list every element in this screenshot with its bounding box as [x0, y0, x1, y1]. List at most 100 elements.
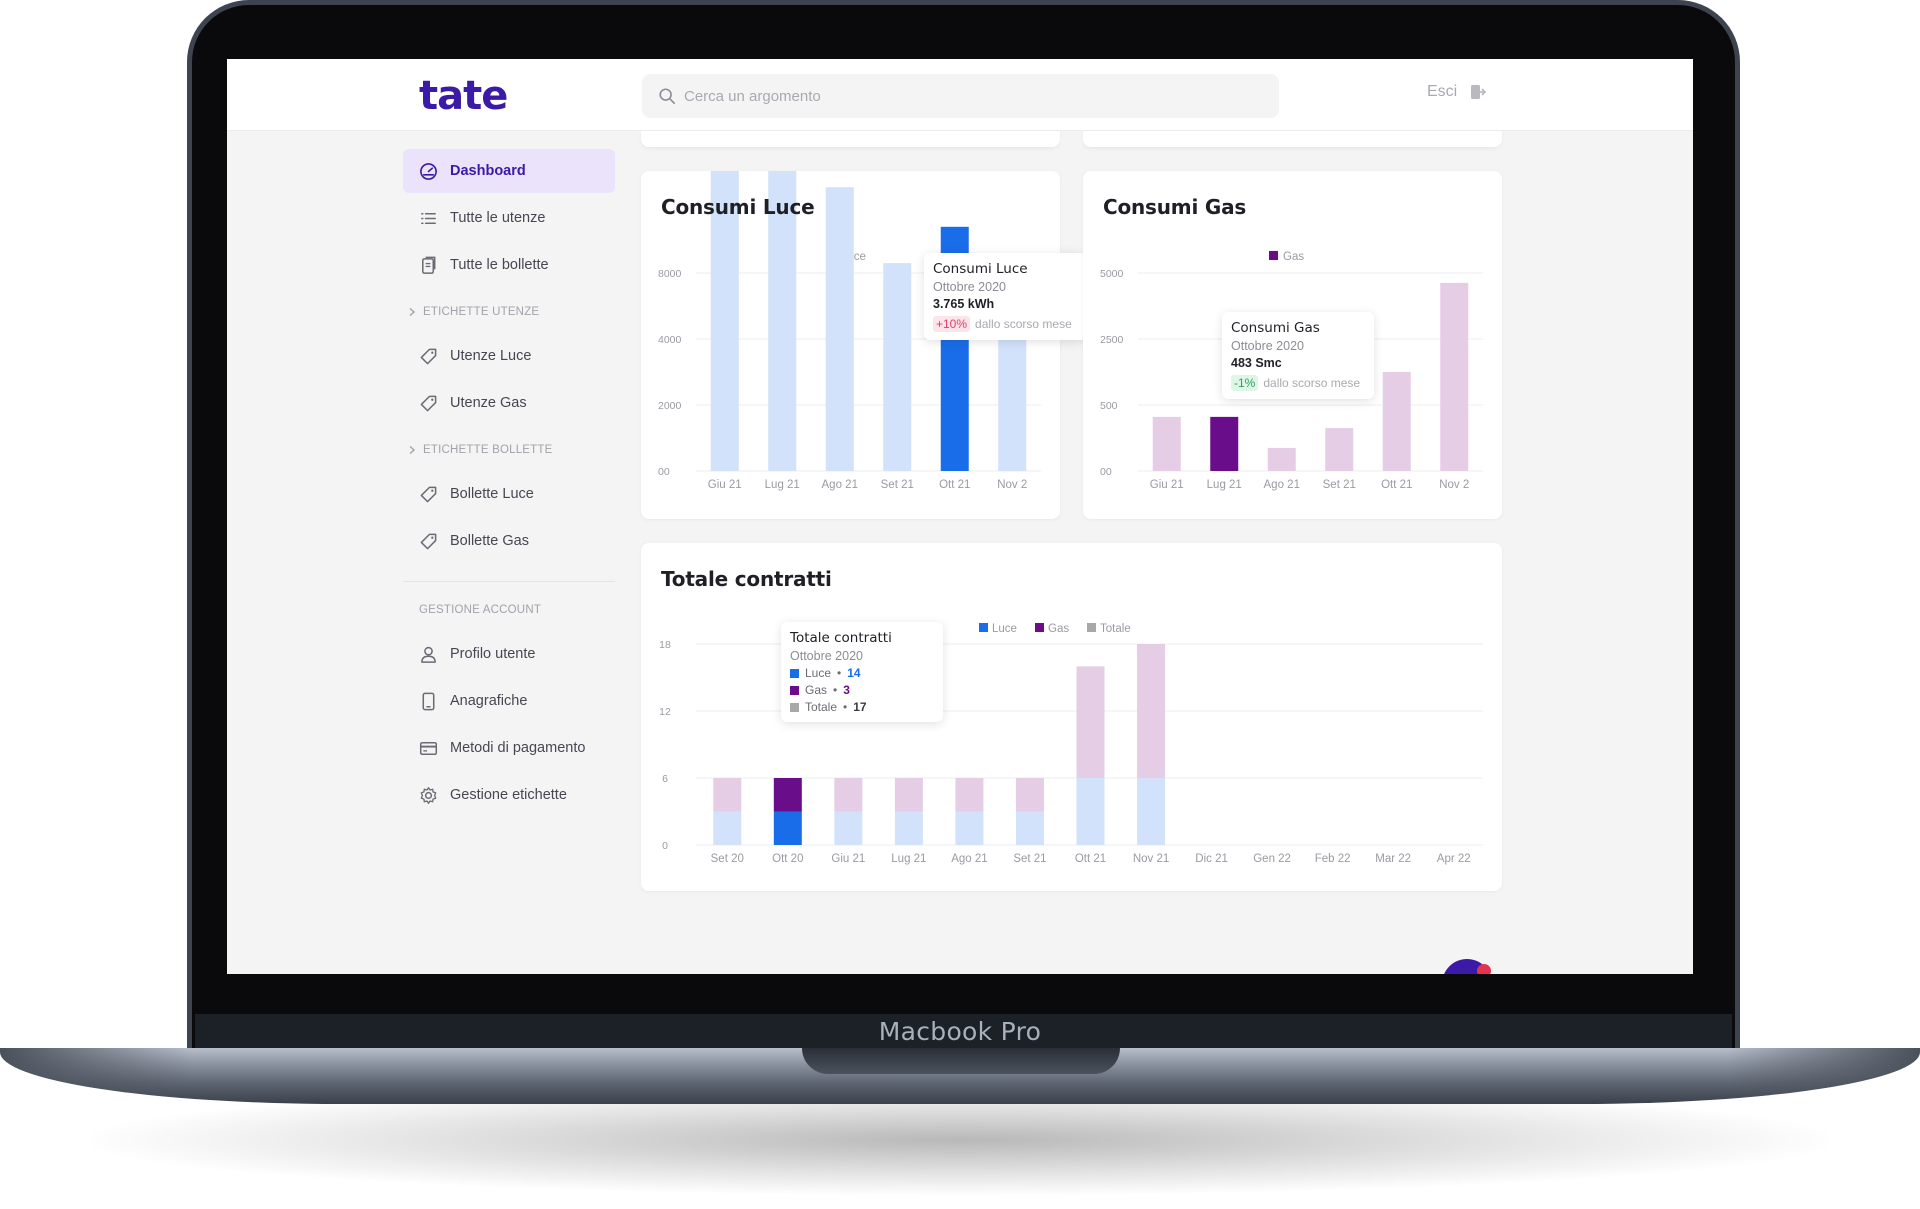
- laptop-notch: [802, 1048, 1120, 1074]
- legend-swatch: [1035, 623, 1044, 632]
- sidebar-item-label: Utenze Luce: [450, 348, 532, 364]
- x-tick-label: Ott 20: [772, 853, 803, 865]
- x-tick-label: Ott 21: [1381, 479, 1412, 491]
- bar-gas: [955, 778, 984, 812]
- sidebar-item-label: Utenze Gas: [450, 395, 527, 411]
- bar-gas: [834, 778, 863, 812]
- card-consumi-luce: Consumi Luce 00200040008000LuceGiu 21Lug…: [641, 75, 1086, 519]
- tooltip-delta: +10% dallo scorso mese: [933, 316, 1077, 332]
- bar-luce: [713, 811, 742, 845]
- sidebar-item-etichette[interactable]: Gestione etichette: [403, 773, 615, 817]
- sidebar-item-profilo[interactable]: Profilo utente: [403, 632, 615, 676]
- tooltip-row-totale: Totale • 17: [790, 700, 934, 714]
- user-icon: [421, 646, 436, 663]
- delta-chip: -1%: [1231, 375, 1259, 391]
- x-tick-label: Dic 21: [1195, 853, 1228, 865]
- chart-title: Consumi Luce: [661, 195, 815, 219]
- x-tick-label: Ago 21: [822, 479, 858, 491]
- row-name: Gas: [805, 683, 828, 697]
- sidebar-item-label: Dashboard: [450, 163, 526, 179]
- y-tick-label: 00: [658, 466, 670, 478]
- x-tick-label: Lug 21: [891, 853, 926, 865]
- sidebar-item-utenze-gas[interactable]: Utenze Gas: [403, 381, 615, 425]
- bar-gas: [894, 778, 923, 812]
- totale-tooltip: Totale contratti Ottobre 2020 Luce • 14 …: [781, 622, 943, 722]
- totale-chart: 0 6 12 18 Luce Gas Totale Set 20 Ott 20 Giu 21 Lug…: [659, 623, 1483, 865]
- x-tick-label: Set 21: [1323, 479, 1356, 491]
- x-tick-label: Apr 22: [1437, 853, 1471, 865]
- bar: [1267, 447, 1296, 471]
- row-value: 17: [853, 700, 867, 714]
- search-input[interactable]: [684, 74, 1264, 118]
- delta-chip: +10%: [933, 316, 971, 332]
- tooltip-title: Totale contratti: [790, 630, 892, 646]
- search-icon: [659, 88, 676, 105]
- sidebar-item-bollette-luce[interactable]: Bollette Luce: [403, 472, 615, 516]
- totale-swatch: [790, 702, 799, 712]
- bar: [1440, 282, 1469, 471]
- delta-note: dallo scorso mese: [1263, 376, 1361, 390]
- tooltip-delta: -1% dallo scorso mese: [1231, 375, 1365, 391]
- y-tick-label: 5000: [1100, 268, 1124, 280]
- bar-gas: [713, 778, 742, 812]
- app-logo[interactable]: tate: [419, 73, 508, 119]
- sidebar-item-utenze[interactable]: Tutte le utenze: [403, 196, 615, 240]
- section-etichette-bollette[interactable]: ETICHETTE BOLLETTE: [403, 428, 615, 472]
- tag-icon: [420, 486, 437, 502]
- x-tick-label: Set 21: [881, 479, 914, 491]
- x-tick-label: Nov 2: [997, 479, 1027, 491]
- x-tick-label: Nov 21: [1133, 853, 1169, 865]
- card-consumi-gas: Consumi Gas 00 500 2500 5000 Gas Giu 21 Lug 21…: [1083, 171, 1502, 519]
- x-tick-label: Ago 21: [951, 853, 987, 865]
- logout-label: Esci: [1427, 83, 1458, 100]
- x-tick-label: Giu 21: [708, 479, 742, 491]
- gear-icon: [420, 786, 437, 804]
- row-name: Luce: [805, 666, 832, 680]
- section-label: ETICHETTE BOLLETTE: [423, 444, 553, 456]
- laptop-chin: [195, 1014, 1732, 1050]
- row-name: Totale: [805, 700, 838, 714]
- tag-icon: [420, 395, 437, 411]
- sidebar-item-pagamento[interactable]: Metodi di pagamento: [403, 726, 615, 770]
- y-tick-label: 4000: [658, 334, 682, 346]
- sidebar-item-bollette-gas[interactable]: Bollette Gas: [403, 519, 615, 563]
- card-totale-contratti: Totale contratti 0 6 12 18 Luce Gas Totale Set …: [641, 543, 1502, 891]
- sidebar-item-label: Tutte le bollette: [450, 257, 549, 273]
- legend-swatch: [1269, 251, 1278, 260]
- sidebar-item-label: Profilo utente: [450, 646, 536, 662]
- y-tick-label: 2000: [658, 400, 682, 412]
- sidebar-item-dashboard[interactable]: Dashboard: [403, 149, 615, 193]
- sidebar-item-label: Tutte le utenze: [450, 210, 546, 226]
- x-tick-label: Lug 21: [1207, 479, 1242, 491]
- x-tick-label: Set 20: [711, 853, 744, 865]
- logout-icon: [1471, 85, 1487, 99]
- app-screen: tate Esci Dashboard: [227, 59, 1693, 974]
- list-icon: [421, 212, 436, 224]
- logout-button[interactable]: Esci: [1427, 83, 1487, 101]
- delta-note: dallo scorso mese: [975, 317, 1072, 331]
- sidebar-item-anagrafiche[interactable]: Anagrafiche: [403, 679, 615, 723]
- x-tick-label: Mar 22: [1375, 853, 1411, 865]
- row-value: 3: [843, 683, 850, 697]
- sidebar-item-bollette[interactable]: Tutte le bollette: [403, 243, 615, 287]
- sidebar-item-utenze-luce[interactable]: Utenze Luce: [403, 334, 615, 378]
- search-box[interactable]: [642, 74, 1279, 118]
- x-tick-label: Gen 22: [1253, 853, 1291, 865]
- credit-card-icon: [419, 741, 438, 755]
- section-etichette-utenze[interactable]: ETICHETTE UTENZE: [403, 290, 615, 334]
- dashboard-icon: [420, 162, 437, 180]
- tag-icon: [420, 348, 437, 364]
- sidebar-item-label: Anagrafiche: [450, 693, 528, 709]
- y-tick-label: 12: [659, 706, 671, 718]
- x-tick-label: Set 21: [1013, 853, 1046, 865]
- y-tick-label: 00: [1100, 466, 1112, 478]
- bar-luce: [773, 811, 802, 845]
- bar-gas: [1076, 666, 1105, 778]
- legend-label: Gas: [1283, 251, 1304, 263]
- tooltip-row-gas: Gas • 3: [790, 683, 934, 697]
- x-tick-label: Ott 21: [1075, 853, 1106, 865]
- bar-gas: [773, 778, 802, 812]
- legend-label: Gas: [1048, 623, 1069, 635]
- sidebar-item-label: Gestione etichette: [450, 787, 567, 803]
